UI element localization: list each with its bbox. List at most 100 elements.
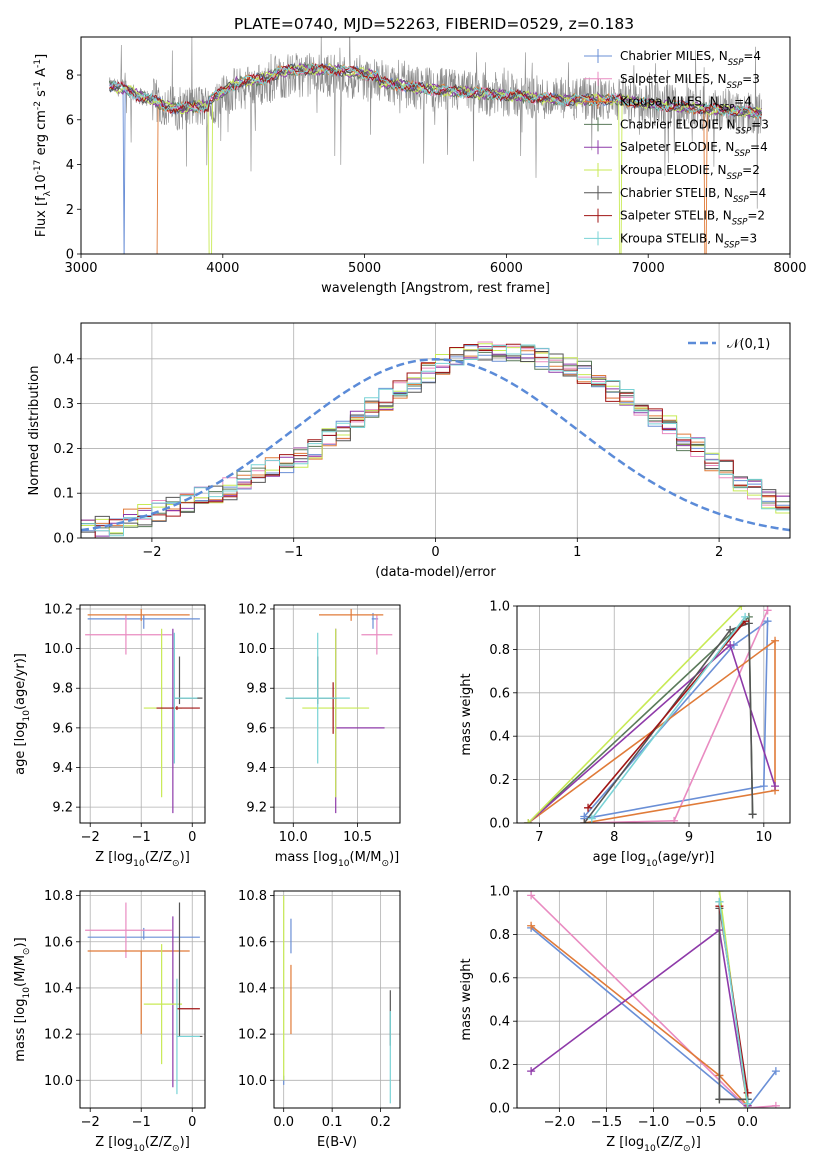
legend-entry-chabrier_elodie: Chabrier ELODIE, NSSP=3 [584, 117, 769, 136]
y-tick-label: 10.2 [44, 602, 73, 617]
weight-series-kroupa_elodie [524, 606, 746, 823]
y-axis-label: Flux [fλ10-17 erg cm-2 s-1 A-1] [33, 54, 53, 237]
weight-marker [580, 819, 589, 823]
x-tick-label: 6000 [490, 261, 523, 276]
legend-entry-kroupa_miles: Kroupa MILES, NSSP=4 [584, 94, 752, 114]
legend-label: Salpeter STELIB, NSSP=2 [620, 209, 765, 228]
weight-line [527, 606, 742, 823]
axes-spectrum: Chabrier MILES, NSSP=4 Salpeter MILES, NS… [64, 36, 807, 276]
errorbar-salpeter_miles [85, 614, 172, 655]
legend-label: Chabrier MILES, NSSP=4 [620, 49, 761, 68]
weight-marker [759, 782, 768, 791]
normal-legend-label: 𝒩(0,1) [727, 337, 770, 352]
y-axis-label: mass weight [459, 673, 474, 755]
legend-label: Kroupa ELODIE, NSSP=2 [620, 163, 760, 182]
errorbar-kroupa_miles [319, 608, 384, 621]
weight-line [530, 894, 776, 1108]
y-tick-label: 10.8 [44, 889, 73, 904]
legend-entry-salpeter_miles: Salpeter MILES, NSSP=3 [584, 71, 760, 91]
y-axis-label: Normed distribution [27, 366, 42, 496]
plot-area-age_vs_Z [85, 608, 203, 814]
x-tick-label: 0.0 [737, 1115, 758, 1130]
x-tick-label: 0.0 [273, 1115, 294, 1130]
y-tick-label: 10.4 [44, 981, 73, 996]
axes-frame [516, 605, 791, 824]
weight-marker [748, 810, 757, 819]
spectrum-model-salpeter_elodie [109, 62, 763, 120]
x-axis-label: age [log10(age/yr)] [593, 850, 715, 869]
weight-line [530, 927, 777, 1108]
x-axis-label: wavelength [Angstrom, rest frame] [321, 281, 550, 296]
x-tick-label: −1.5 [591, 1115, 623, 1130]
y-tick-label: 0.4 [489, 1015, 510, 1030]
errorbar-kroupa_miles [87, 608, 190, 621]
weight-series-kroupa_stelib [715, 897, 752, 1108]
weight-marker [715, 1095, 724, 1104]
errorbar-salpeter_miles [85, 902, 172, 958]
residual-hist-salpeter_elodie [81, 346, 790, 537]
errorbar-kroupa_miles [87, 950, 190, 1035]
weight-marker [726, 625, 735, 634]
spectrum-model-kroupa_stelib [109, 63, 762, 120]
x-tick-label: 10.5 [343, 830, 372, 845]
plot-area-weight_vs_age [524, 606, 780, 823]
axes-mass_vs_Z: −2 −1 0 10.0 10.2 10.4 10.6 10.8 [44, 889, 206, 1130]
errorbar-kroupa_stelib [173, 632, 198, 764]
plot-area-weight_vs_Z [527, 891, 780, 1108]
errorbar-salpeter_elodie [335, 628, 385, 814]
weight-line [583, 619, 769, 820]
y-tick-label: 10.6 [44, 935, 73, 950]
errorbar-salpeter_stelib [156, 706, 200, 711]
plot-area-mass_vs_Z [85, 902, 203, 1095]
x-tick-label: −2 [81, 830, 100, 845]
y-tick-label: 10.2 [238, 602, 267, 617]
y-tick-label: 1.0 [489, 885, 510, 900]
weight-marker [527, 891, 536, 900]
weight-marker [670, 816, 679, 823]
x-tick-label: 3000 [64, 261, 97, 276]
x-axis-label: Z [log10(Z/Z⊙)] [95, 1135, 190, 1154]
y-tick-label: 9.4 [52, 761, 73, 776]
axes-frame [273, 604, 401, 824]
errorbar-kroupa_elodie [302, 628, 370, 798]
y-tick-label: 9.6 [52, 721, 73, 736]
legend: Chabrier MILES, NSSP=4 Salpeter MILES, NS… [584, 49, 769, 250]
weight-marker [584, 803, 593, 812]
errorbar-kroupa_elodie [143, 628, 183, 798]
x-tick-label: 10.0 [279, 830, 308, 845]
axes-frame [79, 604, 206, 824]
y-tick-label: 10.0 [238, 642, 267, 657]
axes-weight_vs_age: 7 8 9 10 0.0 0.2 0.4 0.6 0.8 1.0 [489, 600, 791, 845]
x-tick-label: 0.1 [322, 1115, 343, 1130]
x-tick-label: −2 [142, 545, 161, 560]
weight-marker [527, 921, 536, 930]
y-tick-label: 0.6 [489, 686, 510, 701]
y-tick-label: 9.4 [246, 761, 267, 776]
y-axis-label: age [log10(age/yr)] [13, 653, 32, 775]
y-tick-label: 0 [66, 248, 74, 263]
y-tick-label: 0.1 [53, 487, 74, 502]
legend-entry-kroupa_elodie: Kroupa ELODIE, NSSP=2 [584, 163, 760, 182]
plot-area-spectrum [108, 37, 763, 254]
legend-entry-chabrier_stelib: Chabrier STELIB, NSSP=4 [584, 185, 766, 205]
y-tick-label: 8 [66, 69, 74, 84]
errorbar-kroupa_stelib [285, 632, 350, 764]
weight-line [591, 616, 746, 820]
x-tick-label: 1 [573, 545, 581, 560]
y-tick-label: 0.3 [53, 397, 74, 412]
legend-entry-salpeter_stelib: Salpeter STELIB, NSSP=2 [584, 208, 765, 228]
legend-label: Kroupa STELIB, NSSP=3 [620, 231, 757, 250]
x-axis-label: Z [log10(Z/Z⊙)] [95, 850, 190, 869]
y-tick-label: 9.8 [52, 682, 73, 697]
y-tick-label: 0.0 [489, 1102, 510, 1117]
axes-age_vs_Z: −2 −1 0 9.2 9.4 9.6 9.8 10.0 10.2 [44, 602, 206, 845]
legend-entry-salpeter_elodie: Salpeter ELODIE, NSSP=4 [584, 140, 768, 159]
y-tick-label: 10.4 [238, 981, 267, 996]
spectrum-model-salpeter_stelib [109, 62, 763, 120]
y-tick-label: 9.2 [246, 801, 267, 816]
plot-area-age_vs_mass [285, 608, 393, 814]
weight-marker [587, 814, 596, 823]
x-axis-label: Z [log10(Z/Z⊙)] [606, 1135, 701, 1154]
weight-series-kroupa_miles [527, 921, 752, 1108]
